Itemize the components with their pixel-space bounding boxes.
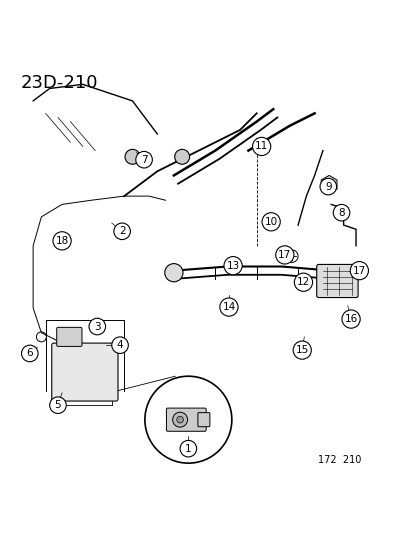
- Circle shape: [112, 337, 128, 353]
- Text: 10: 10: [264, 217, 277, 227]
- FancyBboxPatch shape: [316, 264, 357, 297]
- Text: 12: 12: [296, 277, 309, 287]
- Text: 17: 17: [278, 250, 291, 260]
- Circle shape: [319, 179, 336, 195]
- Text: 6: 6: [26, 349, 33, 358]
- Text: 7: 7: [140, 155, 147, 165]
- Circle shape: [285, 250, 297, 262]
- Circle shape: [292, 341, 311, 359]
- Text: 4: 4: [116, 340, 123, 350]
- Circle shape: [219, 298, 237, 316]
- Circle shape: [125, 149, 140, 164]
- Circle shape: [294, 273, 312, 292]
- Text: 9: 9: [324, 182, 331, 191]
- Circle shape: [53, 232, 71, 250]
- Text: 11: 11: [254, 141, 268, 151]
- Text: 172  210: 172 210: [317, 455, 360, 465]
- Circle shape: [349, 262, 368, 280]
- Text: 15: 15: [295, 345, 308, 355]
- FancyBboxPatch shape: [197, 413, 209, 427]
- Text: 5: 5: [55, 400, 61, 410]
- Text: 18: 18: [55, 236, 69, 246]
- Text: 23D-210: 23D-210: [21, 74, 98, 92]
- Circle shape: [223, 256, 242, 275]
- Text: 14: 14: [222, 302, 235, 312]
- Circle shape: [341, 310, 359, 328]
- Circle shape: [180, 440, 196, 457]
- Text: 13: 13: [226, 261, 239, 271]
- Circle shape: [89, 318, 105, 335]
- Circle shape: [352, 264, 365, 277]
- Text: 1: 1: [185, 443, 191, 454]
- Circle shape: [174, 149, 189, 164]
- FancyBboxPatch shape: [52, 343, 118, 401]
- FancyBboxPatch shape: [166, 408, 206, 431]
- Circle shape: [172, 412, 187, 427]
- Text: 8: 8: [337, 208, 344, 217]
- Circle shape: [135, 151, 152, 168]
- Text: 3: 3: [94, 321, 100, 332]
- Circle shape: [50, 397, 66, 414]
- Text: 2: 2: [119, 227, 125, 236]
- Circle shape: [114, 223, 130, 240]
- Circle shape: [164, 264, 183, 282]
- FancyBboxPatch shape: [57, 327, 82, 346]
- Circle shape: [252, 138, 270, 156]
- Circle shape: [275, 246, 293, 264]
- Text: 17: 17: [352, 265, 365, 276]
- Text: 16: 16: [344, 314, 357, 324]
- Circle shape: [332, 204, 349, 221]
- Circle shape: [21, 345, 38, 362]
- Circle shape: [261, 213, 280, 231]
- Circle shape: [176, 416, 183, 423]
